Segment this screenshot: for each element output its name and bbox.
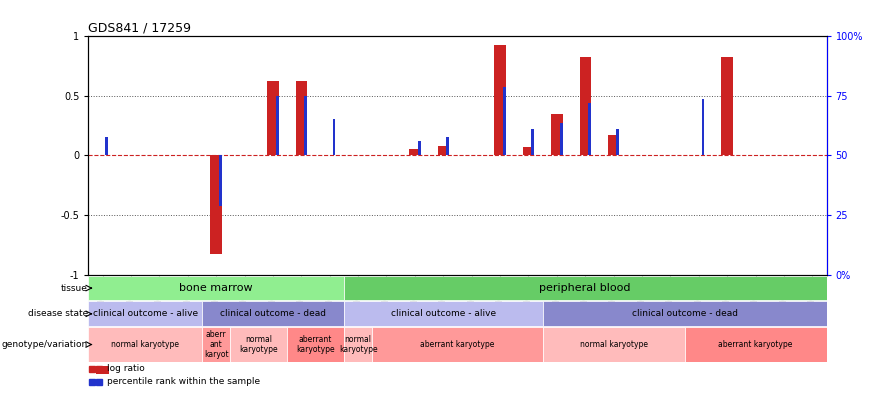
Bar xyxy=(295,81,307,155)
Bar xyxy=(372,327,543,362)
Bar xyxy=(543,301,827,326)
Text: log ratio: log ratio xyxy=(107,364,145,373)
Text: aberrant karyotype: aberrant karyotype xyxy=(420,340,495,349)
Bar xyxy=(202,327,231,362)
Text: percentile rank within the sample: percentile rank within the sample xyxy=(107,377,260,386)
Bar xyxy=(543,327,684,362)
Text: normal
karyotype: normal karyotype xyxy=(240,335,278,354)
Bar xyxy=(446,137,449,155)
Bar xyxy=(267,81,278,155)
Text: disease state: disease state xyxy=(27,309,88,318)
Bar xyxy=(332,120,335,155)
Bar xyxy=(560,123,562,155)
Bar xyxy=(344,301,543,326)
Bar xyxy=(580,57,591,155)
Bar xyxy=(494,45,506,155)
Text: clinical outcome - dead: clinical outcome - dead xyxy=(220,309,326,318)
Bar xyxy=(304,95,307,155)
Text: normal karyotype: normal karyotype xyxy=(111,340,179,349)
Text: GDS841 / 17259: GDS841 / 17259 xyxy=(88,21,192,34)
Bar xyxy=(721,57,733,155)
Bar xyxy=(210,155,222,254)
Bar xyxy=(219,155,222,206)
Text: peripheral blood: peripheral blood xyxy=(539,283,631,293)
Bar xyxy=(88,301,202,326)
Text: tissue: tissue xyxy=(61,284,88,293)
Bar xyxy=(551,114,562,155)
Text: clinical outcome - alive: clinical outcome - alive xyxy=(93,309,198,318)
Text: bone marrow: bone marrow xyxy=(179,283,253,293)
Bar xyxy=(438,146,449,155)
Bar xyxy=(276,95,278,155)
Text: clinical outcome - dead: clinical outcome - dead xyxy=(631,309,737,318)
Text: clinical outcome - alive: clinical outcome - alive xyxy=(391,309,496,318)
Bar xyxy=(531,129,534,155)
Text: aberrant karyotype: aberrant karyotype xyxy=(719,340,793,349)
Text: aberrant
karyotype: aberrant karyotype xyxy=(296,335,335,354)
Text: normal karyotype: normal karyotype xyxy=(580,340,648,349)
Text: normal
karyotype: normal karyotype xyxy=(339,335,377,354)
Text: aberr
ant
karyot: aberr ant karyot xyxy=(204,329,228,360)
Bar xyxy=(409,149,421,155)
Bar xyxy=(88,327,202,362)
Bar xyxy=(418,141,421,155)
Bar xyxy=(608,135,620,155)
Bar xyxy=(616,129,620,155)
Bar xyxy=(684,327,827,362)
Bar xyxy=(503,87,506,155)
Bar xyxy=(344,276,827,301)
Bar xyxy=(95,366,109,374)
Bar xyxy=(588,103,591,155)
Bar xyxy=(522,147,534,155)
Bar xyxy=(344,327,372,362)
Bar xyxy=(702,99,705,155)
Text: genotype/variation: genotype/variation xyxy=(2,340,88,349)
Bar xyxy=(88,276,344,301)
Bar xyxy=(287,327,344,362)
Bar xyxy=(231,327,287,362)
Bar xyxy=(202,301,344,326)
Bar xyxy=(105,137,108,155)
